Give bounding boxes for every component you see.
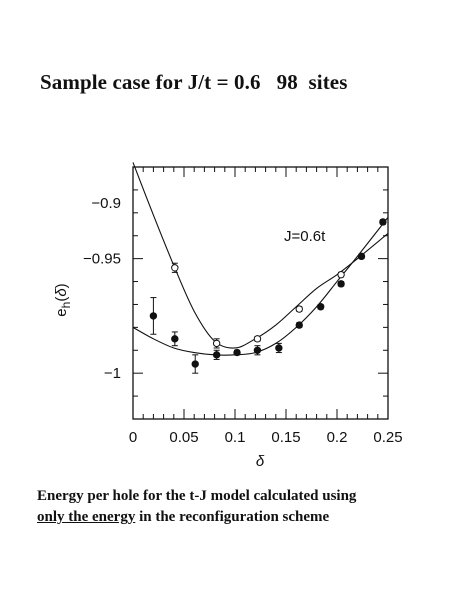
x-tick-label: 0.05 (169, 429, 198, 446)
filled-circle-point (171, 335, 179, 343)
y-axis-label: eh(δ) (53, 283, 73, 316)
caption-underlined-phrase: only the energy (37, 509, 136, 525)
figure-caption: Energy per hole for the t-J model calcul… (37, 486, 437, 528)
filled-circle-point (316, 303, 325, 311)
axis-tick-labels: 0 0.05 0.1 0.15 0.2 0.25 −0.9 −0.95 −1 (83, 195, 403, 446)
open-circle-point (253, 335, 262, 343)
y-tick-label: −0.95 (83, 251, 121, 268)
x-tick-label: 0.25 (373, 429, 402, 446)
svg-text:eh(δ): eh(δ) (53, 283, 73, 316)
x-tick-label: 0.1 (225, 429, 246, 446)
j-annotation: J=0.6t (284, 228, 326, 245)
data-points (149, 218, 387, 374)
open-circle-point (212, 339, 221, 348)
filled-circle-point (295, 321, 303, 329)
axis-ticks (132, 166, 389, 420)
x-tick-label: 0.2 (327, 429, 348, 446)
filled-circle-point (357, 252, 366, 261)
fit-curve-2 (132, 217, 389, 356)
filled-circle-point (233, 348, 241, 357)
filled-circle-point (379, 218, 387, 226)
open-circle-point (337, 270, 345, 279)
open-circle-point (295, 305, 303, 313)
open-circle-point (171, 264, 179, 272)
filled-circle-point (337, 280, 345, 288)
x-tick-label: 0.15 (271, 429, 300, 446)
page-title: Sample case for J/t = 0.6 98 sites (40, 70, 348, 94)
fit-curves (132, 162, 389, 356)
caption-line-2: only the energy in the reconfiguration s… (37, 507, 437, 528)
plot-frame (132, 166, 389, 420)
y-tick-label: −0.9 (91, 195, 121, 212)
filled-circle-point (149, 312, 158, 320)
filled-circle-point (253, 346, 262, 354)
x-axis-label: δ (256, 453, 265, 470)
filled-circle-point (275, 344, 283, 352)
caption-line-2-rest: in the reconfiguration scheme (135, 509, 330, 525)
x-tick-label: 0 (129, 429, 137, 446)
caption-line-1: Energy per hole for the t-J model calcul… (37, 488, 357, 504)
filled-circle-point (191, 360, 199, 368)
filled-circle-point (212, 351, 221, 359)
fit-curve-1 (132, 162, 389, 349)
y-tick-label: −1 (104, 365, 121, 382)
